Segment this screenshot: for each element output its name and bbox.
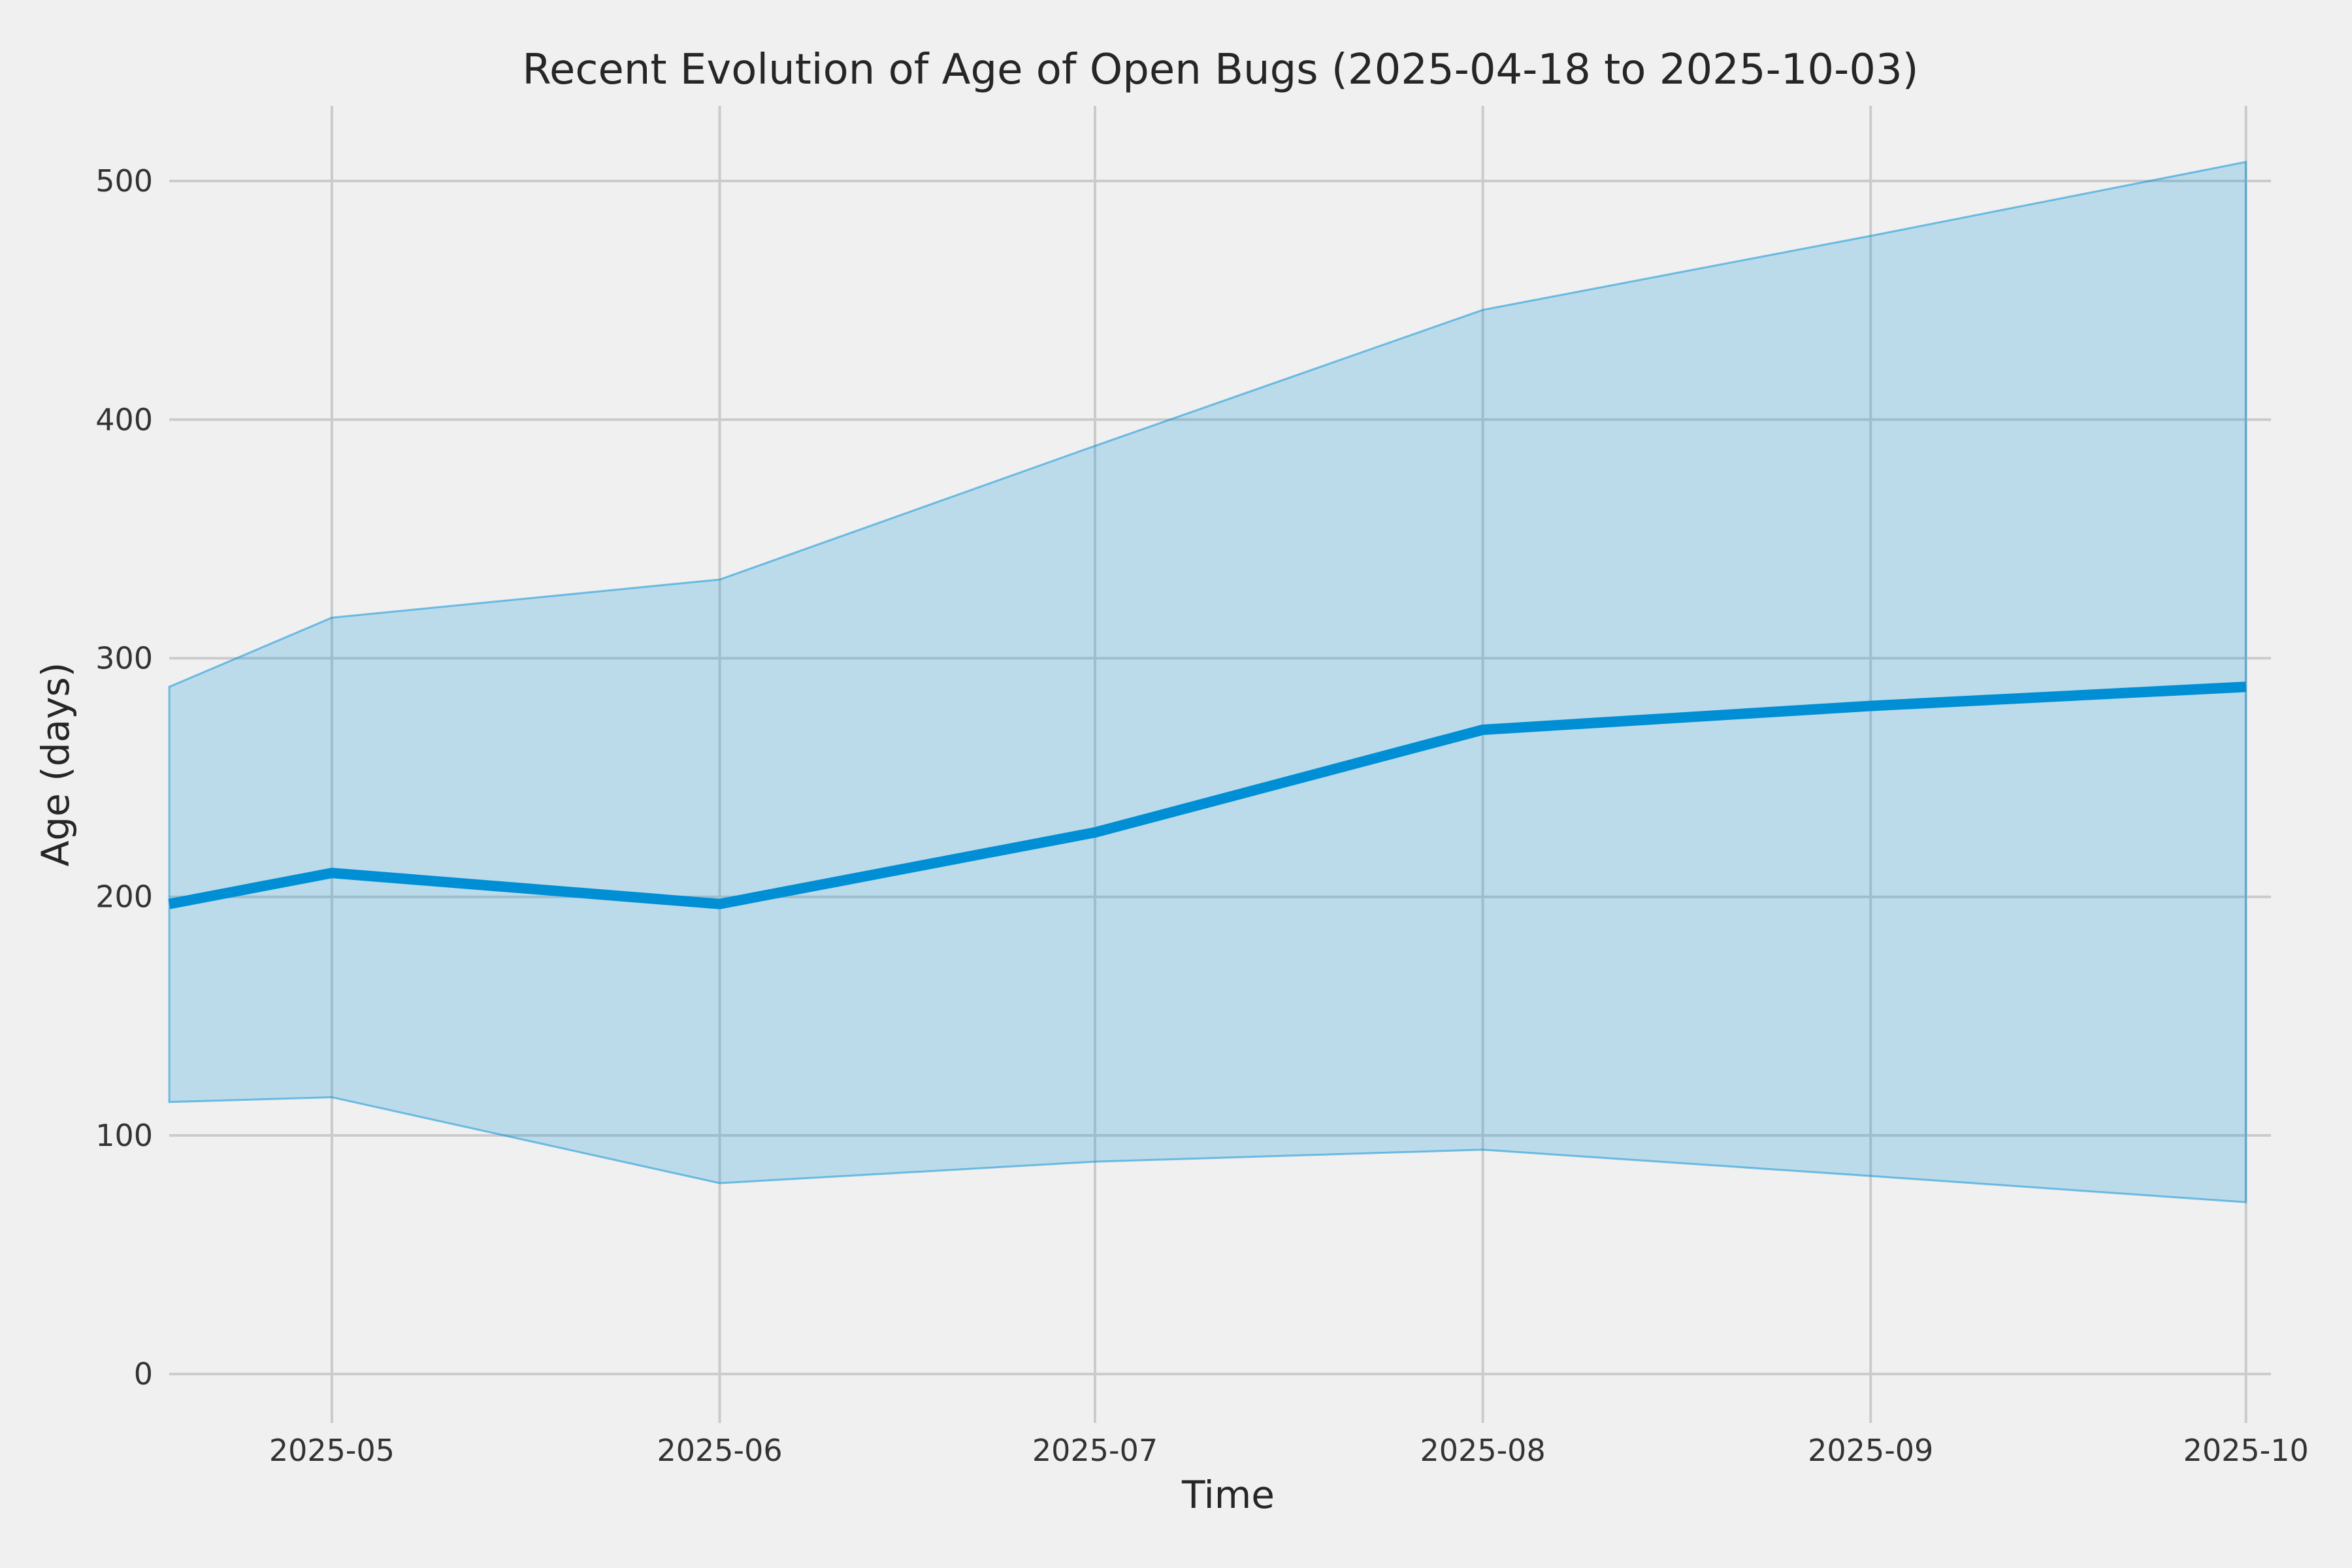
chart-title: Recent Evolution of Age of Open Bugs (20… <box>522 46 1918 94</box>
y-tick-label: 400 <box>95 402 153 437</box>
x-tick-label: 2025-10 <box>2183 1433 2309 1468</box>
x-tick-label: 2025-05 <box>269 1433 395 1468</box>
confidence-band <box>168 160 2247 1203</box>
y-tick-label: 200 <box>95 879 153 915</box>
x-tick-label: 2025-06 <box>657 1433 782 1468</box>
y-tick-label: 300 <box>95 640 153 676</box>
y-tick-label: 500 <box>95 163 153 199</box>
y-axis-label: Age (days) <box>33 662 78 867</box>
y-tick-labels: 0 100 200 300 400 500 <box>95 163 153 1392</box>
x-axis-label: Time <box>1181 1473 1275 1517</box>
x-tick-label: 2025-09 <box>1808 1433 1933 1468</box>
x-tick-label: 2025-08 <box>1420 1433 1546 1468</box>
x-tick-labels: 2025-05 2025-06 2025-07 2025-08 2025-09 2025-… <box>269 1433 2309 1468</box>
x-tick-label: 2025-07 <box>1032 1433 1158 1468</box>
median-line <box>168 681 2247 909</box>
y-tick-label: 100 <box>95 1118 153 1153</box>
y-tick-label: 0 <box>134 1356 153 1392</box>
